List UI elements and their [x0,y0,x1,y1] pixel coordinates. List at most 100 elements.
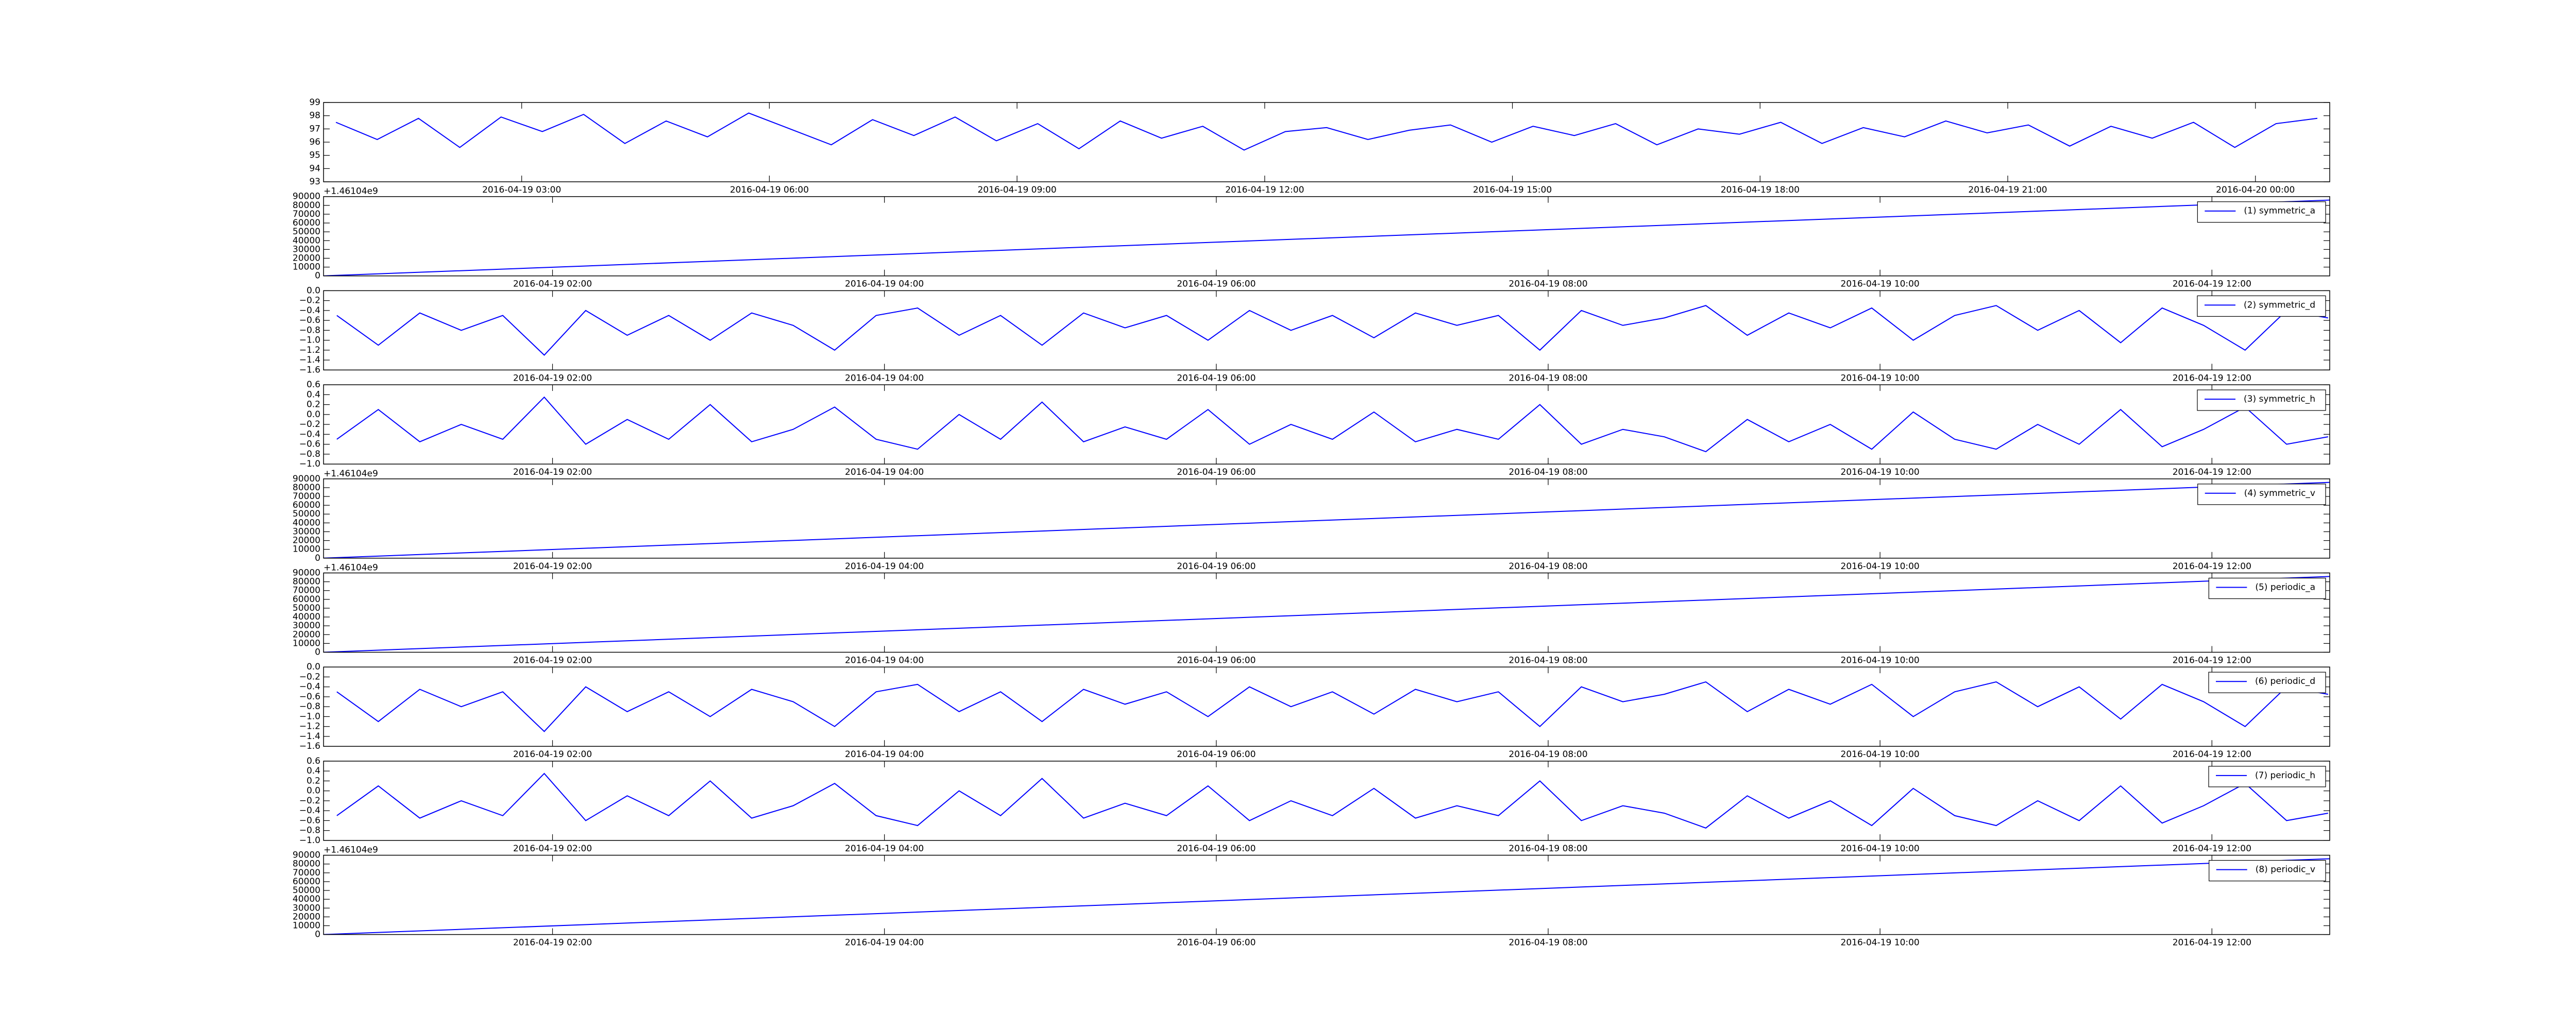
x-tick-label: 2016-04-19 06:00 [1177,373,1256,383]
x-tick-label: 2016-04-19 09:00 [977,185,1056,195]
y-tick-label: 80000 [293,483,320,493]
y-tick-label: 0 [315,647,320,658]
legend-box [2209,860,2326,882]
x-tick-label: 2016-04-19 02:00 [513,561,592,572]
x-tick-label: 2016-04-19 10:00 [1841,467,1920,477]
x-tick-label: 2016-04-19 10:00 [1841,938,1920,948]
y-tick-label: 96 [309,137,320,147]
y-tick-label: −0.4 [299,429,320,439]
subplot: 0100002000030000400005000060000700008000… [293,469,2330,572]
y-tick-label: −0.2 [299,296,320,306]
axes-frame [323,102,2330,182]
y-tick-label: 10000 [293,638,320,648]
y-tick-label: 30000 [293,244,320,254]
data-line [324,482,2330,558]
y-tick-label: 70000 [293,868,320,878]
y-tick-label: 90000 [293,568,320,578]
x-tick-label: 2016-04-19 02:00 [513,938,592,948]
y-tick-label: 60000 [293,594,320,605]
y-tick-label: 0 [315,930,320,940]
data-line [324,858,2330,935]
plot-area [324,858,2330,935]
x-tick-label: 2016-04-19 04:00 [845,656,924,666]
legend: (5) periodic_a [2208,577,2326,599]
data-line [335,112,2318,151]
y-tick-label: 0.4 [307,389,320,400]
y-tick-label: 20000 [293,912,320,922]
y-tick-label: −0.2 [299,796,320,806]
plot-area [336,772,2328,829]
axes-frame [323,290,2330,371]
x-tick-label: 2016-04-19 06:00 [1177,467,1256,477]
y-tick-label: −1.2 [299,345,320,355]
x-tick-label: 2016-04-19 08:00 [1509,279,1587,289]
y-tick-label: 0.0 [307,662,320,672]
y-tick-label: 40000 [293,518,320,528]
y-tick-label: 10000 [293,262,320,272]
y-tick-label: −1.6 [299,365,320,375]
x-tick-label: 2016-04-19 08:00 [1509,749,1587,760]
y-tick-label: −1.4 [299,731,320,742]
plot-area [336,396,2328,453]
y-tick-label: 30000 [293,621,320,631]
plot-area [335,112,2318,151]
x-tick-label: 2016-04-19 04:00 [845,844,924,854]
y-tick-label: −0.8 [299,826,320,836]
y-tick-label: 0.6 [307,380,320,390]
y-tick-label: 90000 [293,192,320,202]
x-tick-label: 2016-04-19 10:00 [1841,656,1920,666]
x-tick-label: 2016-04-19 06:00 [1177,561,1256,572]
y-tick-label: 60000 [293,877,320,887]
y-tick-label: 0 [315,553,320,563]
y-tick-label: 94 [309,163,320,174]
x-tick-label: 2016-04-19 10:00 [1841,279,1920,289]
y-tick-label: 40000 [293,612,320,622]
y-tick-label: 20000 [293,629,320,640]
x-tick-label: 2016-04-19 04:00 [845,279,924,289]
data-line [336,305,2328,356]
y-tick-label: 90000 [293,850,320,861]
x-tick-label: 2016-04-19 10:00 [1841,561,1920,572]
y-tick-label: 0.0 [307,409,320,420]
legend-label: (2) symmetric_d [2244,300,2315,310]
legend: (4) symmetric_v [2197,484,2326,505]
x-tick-label: 2016-04-19 02:00 [513,844,592,854]
legend: (3) symmetric_h [2197,389,2326,411]
axes-frame [323,478,2330,559]
y-tick-label: 50000 [293,885,320,896]
x-tick-label: 2016-04-19 12:00 [2173,844,2251,854]
legend: (8) periodic_v [2209,860,2326,882]
y-tick-label: 60000 [293,218,320,228]
x-tick-label: 2016-04-19 04:00 [845,938,924,948]
y-tick-label: 20000 [293,253,320,263]
x-tick-label: 2016-04-19 04:00 [845,467,924,477]
y-tick-label: −0.2 [299,419,320,430]
x-tick-label: 2016-04-19 08:00 [1509,656,1587,666]
y-tick-label: 70000 [293,586,320,596]
y-tick-label: 70000 [293,491,320,502]
y-tick-label: 50000 [293,603,320,613]
y-tick-label: −0.4 [299,305,320,316]
y-tick-label: −1.0 [299,459,320,469]
x-tick-label: 2016-04-19 02:00 [513,656,592,666]
legend-box [2208,672,2326,693]
y-tick-label: −1.6 [299,741,320,751]
x-tick-label: 2016-04-19 06:00 [1177,279,1256,289]
offset-text: +1.46104e9 [324,563,378,573]
legend-box [2197,295,2326,317]
axes-frame [323,196,2330,277]
data-line [324,576,2330,653]
x-tick-label: 2016-04-19 12:00 [2173,467,2251,477]
axes-frame [323,572,2330,653]
legend-box [2197,201,2326,223]
axes-frame [323,761,2330,841]
x-tick-label: 2016-04-19 04:00 [845,373,924,383]
x-tick-label: 2016-04-19 08:00 [1509,938,1587,948]
y-tick-label: −0.2 [299,672,320,682]
y-tick-label: −0.4 [299,805,320,816]
axes-frame [323,854,2330,935]
x-tick-label: 2016-04-19 12:00 [2173,938,2251,948]
x-tick-label: 2016-04-19 06:00 [1177,938,1256,948]
y-tick-label: 0.0 [307,786,320,796]
